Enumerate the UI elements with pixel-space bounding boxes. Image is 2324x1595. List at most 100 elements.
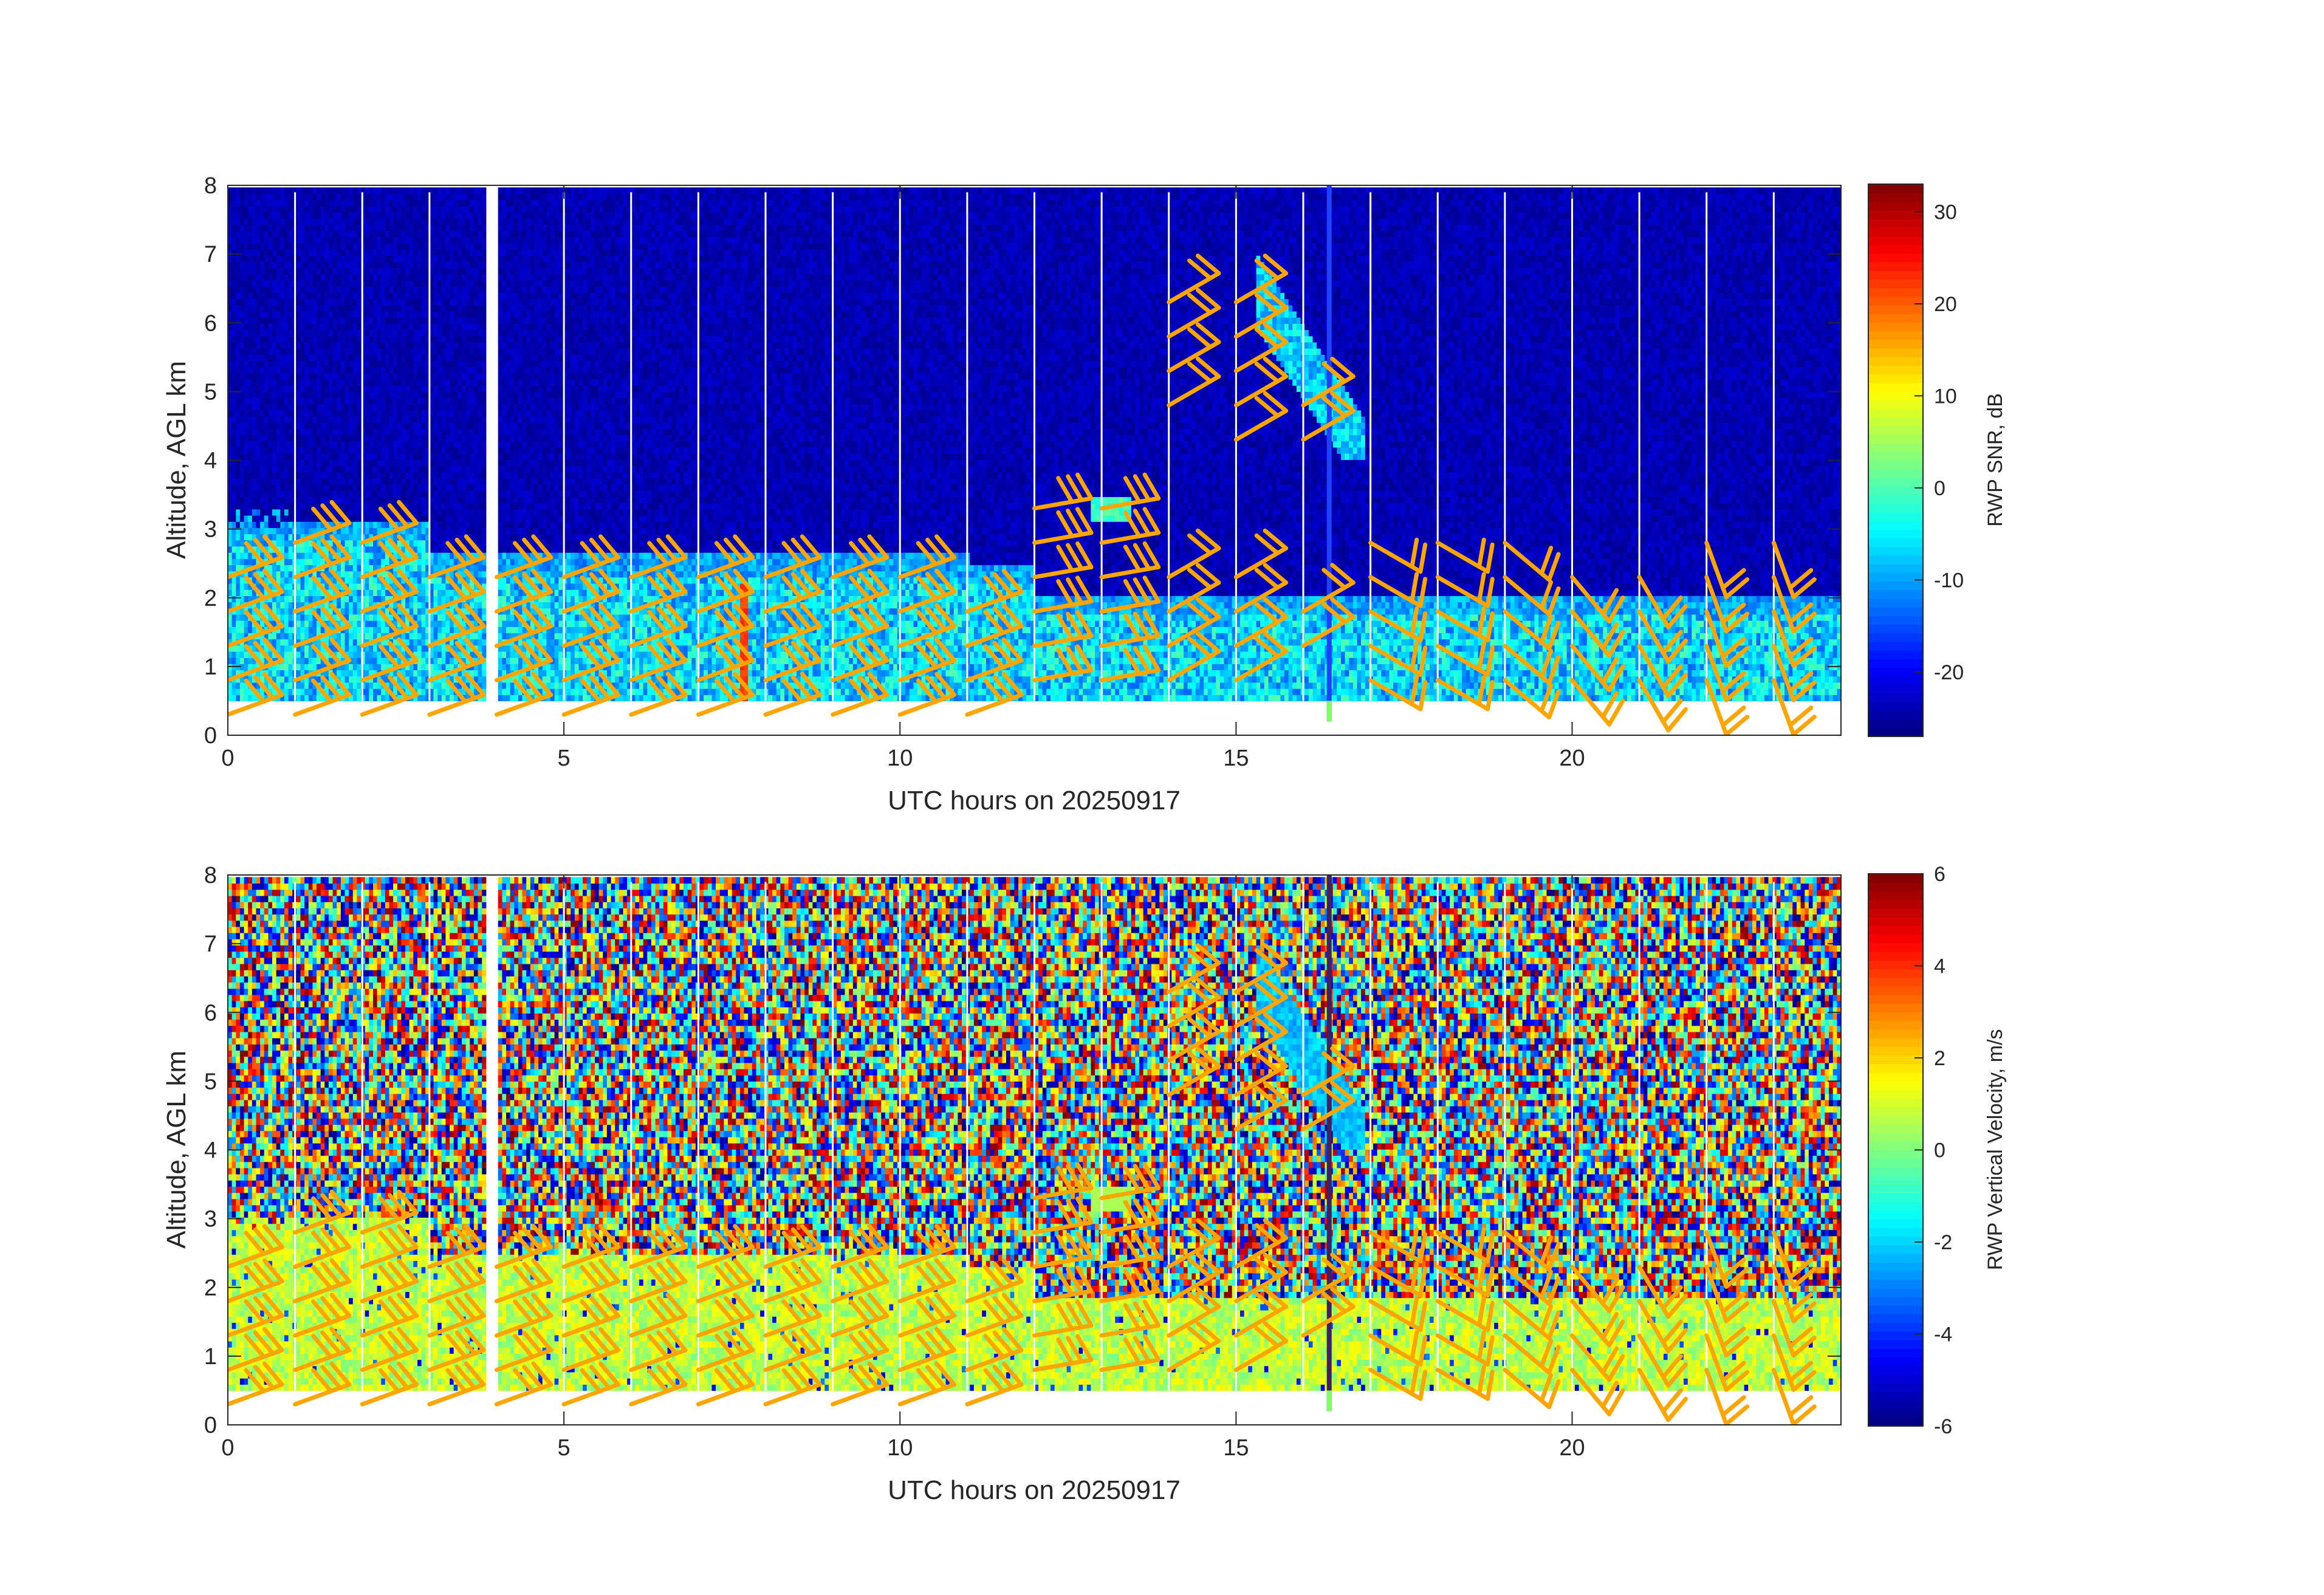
heatmap-cell: [321, 391, 325, 398]
heatmap-cell: [345, 503, 349, 510]
heatmap-cell: [324, 385, 329, 392]
heatmap-cell: [272, 218, 276, 225]
heatmap-cell: [244, 379, 249, 386]
heatmap-cell: [329, 243, 333, 250]
heatmap-cell: [284, 330, 289, 337]
heatmap-cell: [321, 435, 325, 442]
heatmap-cell: [232, 255, 236, 262]
heatmap-cell: [260, 305, 264, 312]
heatmap-cell: [301, 200, 305, 207]
heatmap-cell: [289, 348, 293, 355]
heatmap-cell: [345, 429, 349, 436]
heatmap-cell: [345, 385, 349, 392]
heatmap-cell: [312, 280, 317, 287]
heatmap-cell: [312, 664, 317, 670]
heatmap-cell: [317, 571, 321, 578]
heatmap-cell: [345, 398, 349, 405]
heatmap-cell: [301, 565, 305, 572]
heatmap-cell: [301, 620, 305, 627]
heatmap-cell: [244, 657, 249, 664]
heatmap-cell: [232, 212, 236, 219]
heatmap-cell: [272, 243, 276, 250]
heatmap-cell: [272, 509, 276, 516]
heatmap-cell: [284, 676, 289, 683]
heatmap-cell: [341, 416, 345, 423]
heatmap-cell: [272, 373, 276, 380]
heatmap-cell: [240, 367, 244, 374]
heatmap-cell: [296, 589, 301, 596]
heatmap-cell: [280, 293, 284, 300]
heatmap-cell: [228, 218, 232, 225]
heatmap-cell: [337, 459, 341, 466]
heatmap-cell: [304, 490, 309, 497]
heatmap-cell: [329, 391, 333, 398]
heatmap-cell: [345, 447, 349, 454]
heatmap-cell: [280, 274, 284, 281]
heatmap-cell: [321, 336, 325, 343]
heatmap-cell: [232, 305, 236, 312]
heatmap-cell: [309, 410, 313, 417]
heatmap-cell: [236, 255, 240, 262]
heatmap-cell: [228, 305, 232, 312]
heatmap-cell: [280, 521, 284, 528]
heatmap-cell: [296, 682, 301, 689]
heatmap-cell: [236, 280, 240, 287]
heatmap-cell: [309, 583, 313, 590]
heatmap-cell: [228, 404, 232, 411]
heatmap-cell: [280, 231, 284, 238]
heatmap-cell: [280, 490, 284, 497]
heatmap-cell: [317, 503, 321, 510]
heatmap-cell: [240, 447, 244, 454]
heatmap-cell: [280, 317, 284, 324]
heatmap-cell: [345, 490, 349, 497]
heatmap-cell: [284, 583, 289, 590]
heatmap-cell: [301, 558, 305, 565]
heatmap-cell: [337, 367, 341, 374]
heatmap-cell: [280, 212, 284, 219]
heatmap-cell: [280, 546, 284, 553]
heatmap-cell: [345, 262, 349, 269]
heatmap-cell: [268, 565, 272, 572]
heatmap-cell: [276, 274, 281, 281]
heatmap-cell: [244, 268, 249, 275]
heatmap-cell: [280, 435, 284, 442]
heatmap-cell: [296, 688, 301, 695]
heatmap-cell: [276, 367, 281, 374]
heatmap-cell: [321, 299, 325, 306]
heatmap-cell: [333, 453, 337, 460]
heatmap-cell: [296, 546, 301, 553]
heatmap-cell: [280, 453, 284, 460]
heatmap-cell: [252, 379, 256, 386]
heatmap-cell: [333, 466, 337, 473]
heatmap-cell: [232, 515, 236, 522]
heatmap-cell: [317, 361, 321, 368]
heatmap-cell: [236, 336, 240, 343]
heatmap-cell: [240, 577, 244, 584]
heatmap-cell: [236, 237, 240, 244]
heatmap-cell: [333, 484, 337, 491]
heatmap-cell: [309, 255, 313, 262]
heatmap-cell: [248, 225, 252, 232]
heatmap-cell: [284, 453, 289, 460]
heatmap-cell: [252, 367, 256, 374]
heatmap-cell: [268, 225, 272, 232]
heatmap-cell: [341, 243, 345, 250]
heatmap-cell: [309, 268, 313, 275]
heatmap-cell: [280, 237, 284, 244]
heatmap-cell: [304, 688, 309, 695]
heatmap-cell: [248, 206, 252, 213]
heatmap-cell: [304, 237, 309, 244]
heatmap-cell: [349, 670, 353, 677]
heatmap-cell: [345, 225, 349, 232]
heatmap-cell: [264, 416, 269, 423]
heatmap-cell: [324, 311, 329, 318]
heatmap-cell: [284, 268, 289, 275]
heatmap-cell: [309, 237, 313, 244]
heatmap-cell: [324, 398, 329, 405]
heatmap-cell: [240, 695, 244, 701]
heatmap-cell: [317, 385, 321, 392]
heatmap-cell: [312, 262, 317, 269]
heatmap-cell: [280, 255, 284, 262]
heatmap-cell: [337, 379, 341, 386]
heatmap-cell: [324, 336, 329, 343]
